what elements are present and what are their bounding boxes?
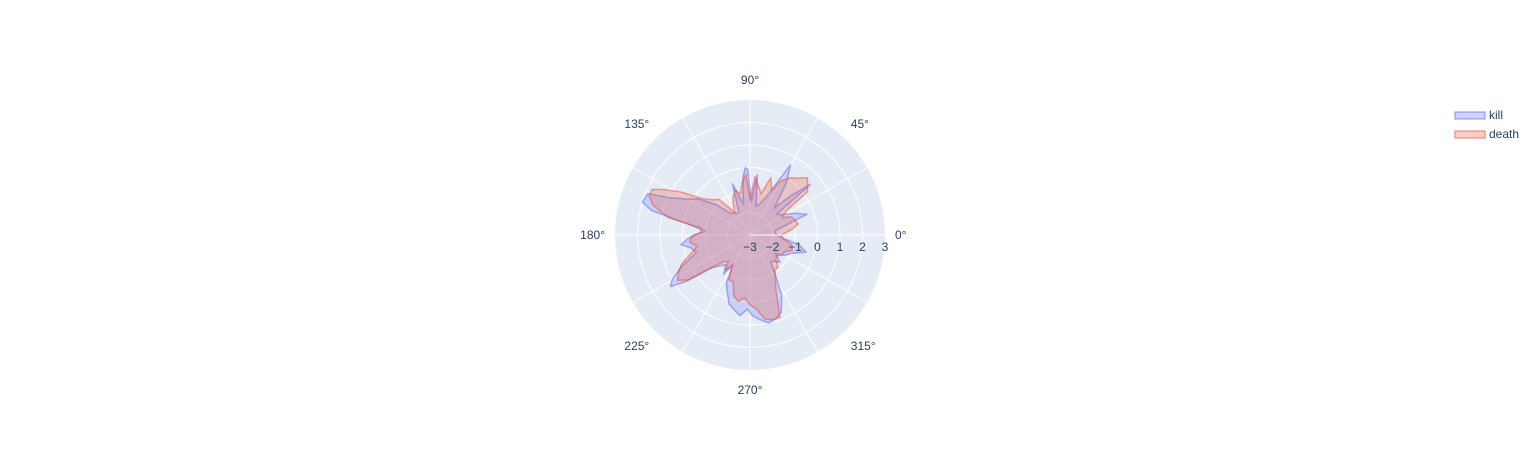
angular-axis-ticks: 0° 45° 90° 135° 180° 225° 270° 315° (580, 73, 907, 397)
polar-traces (641, 164, 812, 324)
angular-tick-label: 0° (895, 228, 907, 242)
legend-item-death[interactable]: death (1454, 127, 1519, 141)
angular-tick-label: 180° (580, 228, 605, 242)
radial-tick-label: 0 (814, 240, 821, 254)
radial-tick-label: −3 (743, 240, 757, 254)
radial-tick-label: 1 (837, 240, 844, 254)
legend-swatch-death (1454, 130, 1486, 139)
legend-label-kill: kill (1489, 108, 1503, 122)
angular-tick-label: 225° (624, 339, 649, 353)
series-area-death (648, 173, 809, 321)
radial-tick-label: −1 (788, 240, 802, 254)
radial-tick-label: −2 (766, 240, 780, 254)
radial-tick-label: 3 (882, 240, 889, 254)
angular-tick-label: 90° (741, 73, 759, 87)
legend-swatch-kill (1454, 111, 1486, 120)
legend-label-death: death (1489, 127, 1519, 141)
angular-tick-label: 315° (851, 339, 876, 353)
series-area-kill (641, 164, 812, 324)
radial-axis-ticks: −3 −2 −1 0 1 2 3 (743, 234, 889, 254)
legend-item-kill[interactable]: kill (1454, 108, 1503, 122)
angular-tick-label: 135° (624, 117, 649, 131)
radial-tick-label: 2 (859, 240, 866, 254)
angular-tick-label: 45° (851, 117, 869, 131)
legend: kill death (1454, 108, 1519, 141)
angular-tick-label: 270° (738, 383, 763, 397)
